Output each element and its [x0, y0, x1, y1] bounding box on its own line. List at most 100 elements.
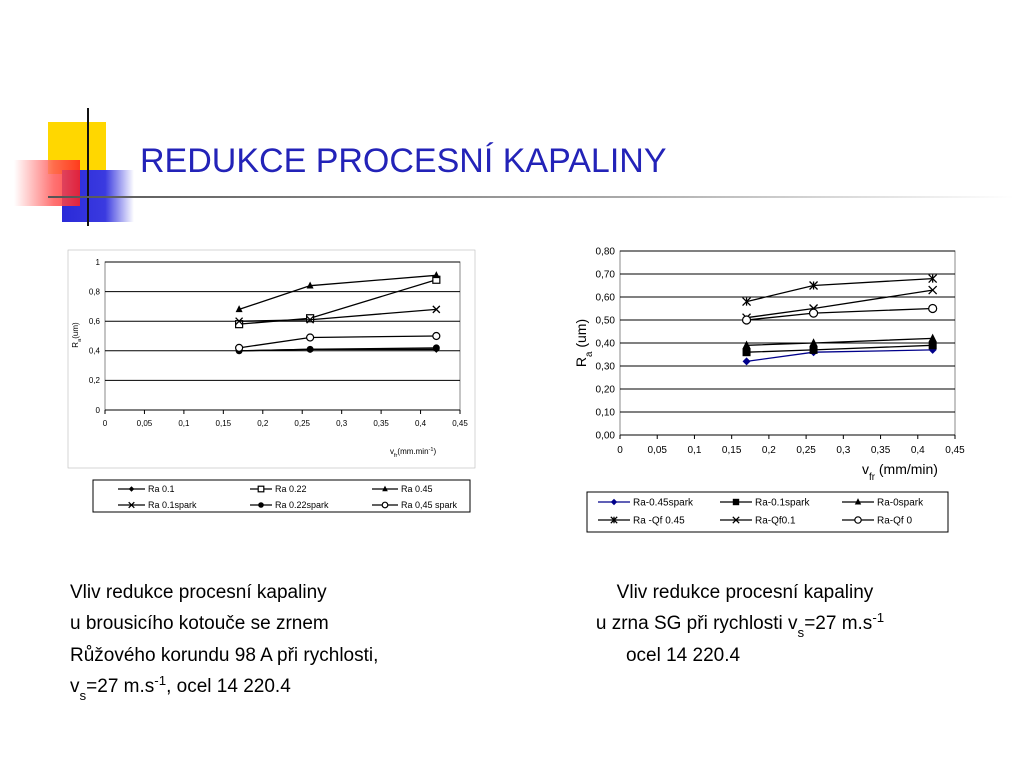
marker [306, 345, 314, 353]
text-run: (mm/min) [875, 461, 938, 477]
y-tick-label: 0,8 [89, 287, 101, 296]
caption-line: Vliv redukce procesní kapaliny [70, 582, 327, 603]
x-tick-label: 0,45 [945, 445, 965, 456]
legend-marker [128, 501, 135, 509]
marker [809, 338, 818, 347]
text-run: (um) [71, 322, 80, 339]
y-tick-label: 0,30 [596, 362, 616, 373]
caption-line: Vliv redukce procesní kapaliny [617, 582, 874, 603]
text-run: =27 m.s [804, 613, 872, 634]
chart-frame [67, 249, 476, 469]
subscript: a [584, 351, 595, 357]
caption-line: u zrna SG při rychlosti vs=27 m.s-1 [596, 610, 884, 640]
marker [742, 348, 751, 357]
marker [928, 274, 938, 284]
marker [235, 305, 243, 313]
text-run: (mm.min [397, 447, 428, 456]
marker [928, 333, 937, 342]
marker [928, 285, 938, 295]
marker [306, 314, 315, 323]
x-tick-label: 0,4 [415, 419, 427, 428]
legend-marker [128, 486, 135, 492]
x-tick-label: 0,05 [647, 445, 667, 456]
subscript: fr [869, 472, 876, 483]
legend-label: Ra 0,45 spark [401, 500, 458, 510]
x-tick-label: 0,25 [796, 445, 816, 456]
caption-line: ocel 14 220.4 [626, 645, 741, 666]
text-run: , ocel 14 220.4 [166, 676, 291, 697]
legend-label: Ra-0spark [877, 498, 924, 509]
legend-label: Ra 0.22spark [275, 500, 329, 510]
legend-label: Ra 0.1 [148, 484, 175, 494]
marker [306, 315, 315, 324]
y-tick-label: 0,70 [596, 270, 616, 281]
x-tick-label: 0,1 [687, 445, 701, 456]
marker [432, 271, 440, 279]
text-run: R [573, 357, 589, 367]
subscript: s [798, 625, 805, 640]
marker [928, 303, 938, 314]
legend-box [586, 491, 949, 533]
legend-label: Ra-Qf 0 [877, 516, 912, 527]
legend-label: Ra-0.45spark [633, 498, 694, 509]
text-run: v [862, 461, 869, 477]
caption-line: vs=27 m.s-1, ocel 14 220.4 [70, 673, 291, 703]
x-tick-label: 0 [617, 445, 623, 456]
y-axis-label: Ra(um) [71, 322, 83, 348]
text-run: (um) [573, 319, 589, 352]
marker [742, 357, 751, 366]
marker [432, 305, 441, 314]
y-tick-label: 0,00 [596, 431, 616, 442]
y-tick-label: 1 [96, 258, 101, 267]
marker [928, 341, 937, 350]
legend-marker [257, 485, 265, 493]
legend-box [92, 479, 471, 513]
y-axis-label: Ra (um) [573, 319, 595, 367]
x-axis-label: vfr (mm/min) [862, 461, 938, 483]
marker [742, 340, 751, 349]
y-tick-label: 0,20 [596, 385, 616, 396]
y-tick-label: 0,80 [596, 247, 616, 258]
x-tick-label: 0,4 [911, 445, 925, 456]
marker [235, 343, 244, 352]
deco-red [14, 160, 80, 206]
marker [742, 297, 752, 307]
marker [432, 344, 440, 352]
x-tick-label: 0,45 [452, 419, 468, 428]
x-tick-label: 0,3 [836, 445, 850, 456]
legend-marker [610, 516, 618, 524]
y-tick-label: 0,2 [89, 376, 101, 385]
text-run: Vliv redukce procesní kapaliny [617, 582, 874, 603]
text-run: v [70, 676, 80, 697]
text-run: Vliv redukce procesní kapaliny [70, 582, 327, 603]
legend-label: Ra 0.22 [275, 484, 307, 494]
x-tick-label: 0,35 [871, 445, 891, 456]
y-tick-label: 0,50 [596, 316, 616, 327]
x-tick-label: 0 [103, 419, 108, 428]
marker [235, 317, 244, 326]
marker [808, 308, 819, 318]
x-tick-label: 0,2 [762, 445, 776, 456]
marker [741, 315, 752, 325]
marker [809, 345, 818, 354]
legend-label: Ra 0.45 [401, 484, 433, 494]
text-run: R [71, 342, 80, 348]
subscript: s [80, 688, 87, 703]
superscript: -1 [872, 610, 884, 625]
legend-marker [610, 498, 618, 506]
x-tick-label: 0,15 [216, 419, 232, 428]
y-tick-label: 0,4 [89, 347, 101, 356]
legend-marker [732, 498, 740, 506]
y-tick-label: 0,40 [596, 339, 616, 350]
x-axis-label: vfr(mm.min-1) [390, 447, 437, 459]
y-tick-label: 0 [96, 406, 101, 415]
legend-marker [854, 498, 862, 505]
caption-line: Růžového korundu 98 A při rychlosti, [70, 645, 378, 666]
legend-label: Ra -Qf 0.45 [633, 516, 685, 527]
text-run: v [390, 447, 394, 456]
x-tick-label: 0,1 [178, 419, 190, 428]
legend-marker [732, 516, 740, 524]
caption-line: u brousicího kotouče se zrnem [70, 613, 329, 634]
x-tick-label: 0,05 [137, 419, 153, 428]
